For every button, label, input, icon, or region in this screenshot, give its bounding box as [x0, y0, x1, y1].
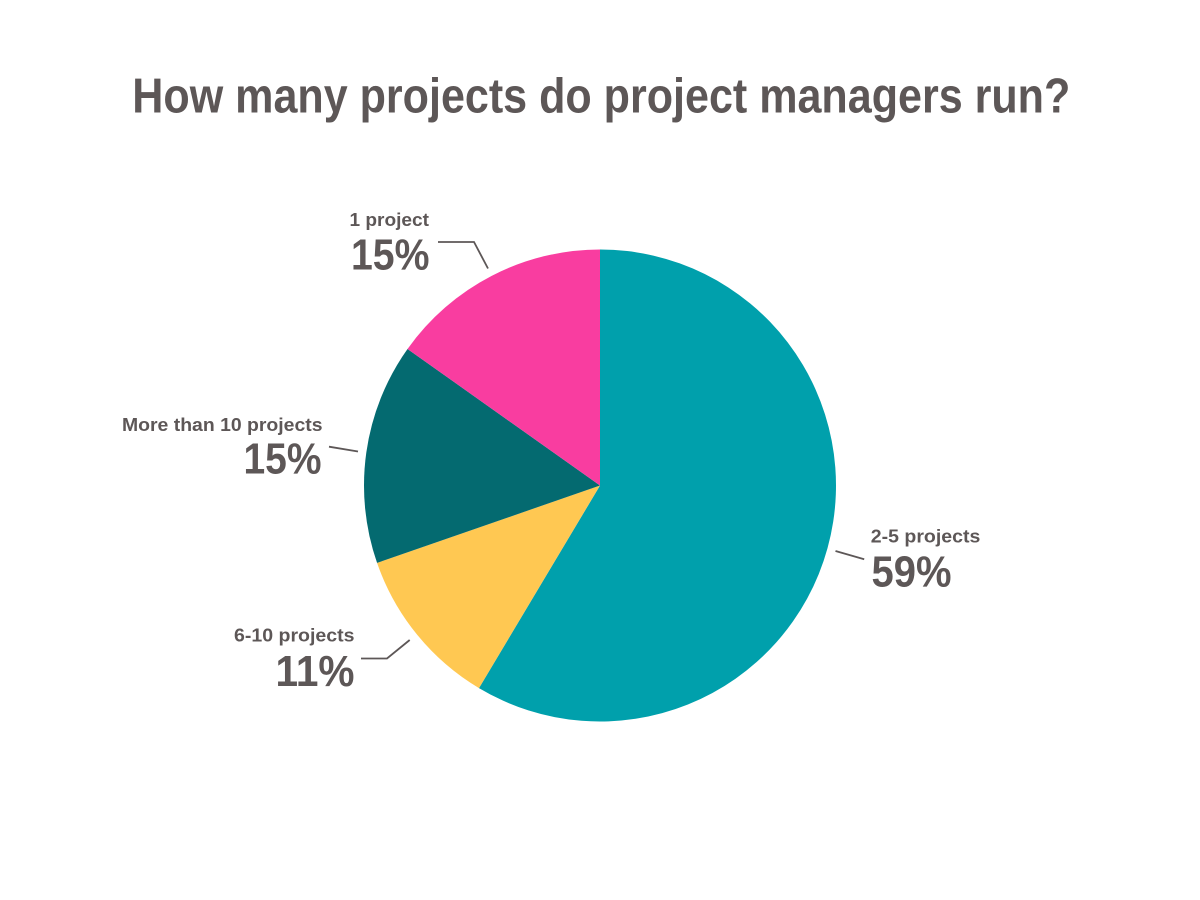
svg-text:How many projects do project m: How many projects do project managers ru…	[132, 70, 1070, 124]
svg-text:1 project: 1 project	[350, 210, 430, 230]
svg-text:6-10 projects: 6-10 projects	[234, 626, 355, 646]
svg-text:More than 10 projects: More than 10 projects	[122, 415, 323, 435]
svg-text:15%: 15%	[244, 435, 322, 484]
svg-text:2-5 projects: 2-5 projects	[871, 527, 981, 547]
svg-text:59%: 59%	[872, 548, 952, 597]
svg-text:11%: 11%	[276, 647, 355, 696]
svg-text:15%: 15%	[351, 231, 430, 280]
